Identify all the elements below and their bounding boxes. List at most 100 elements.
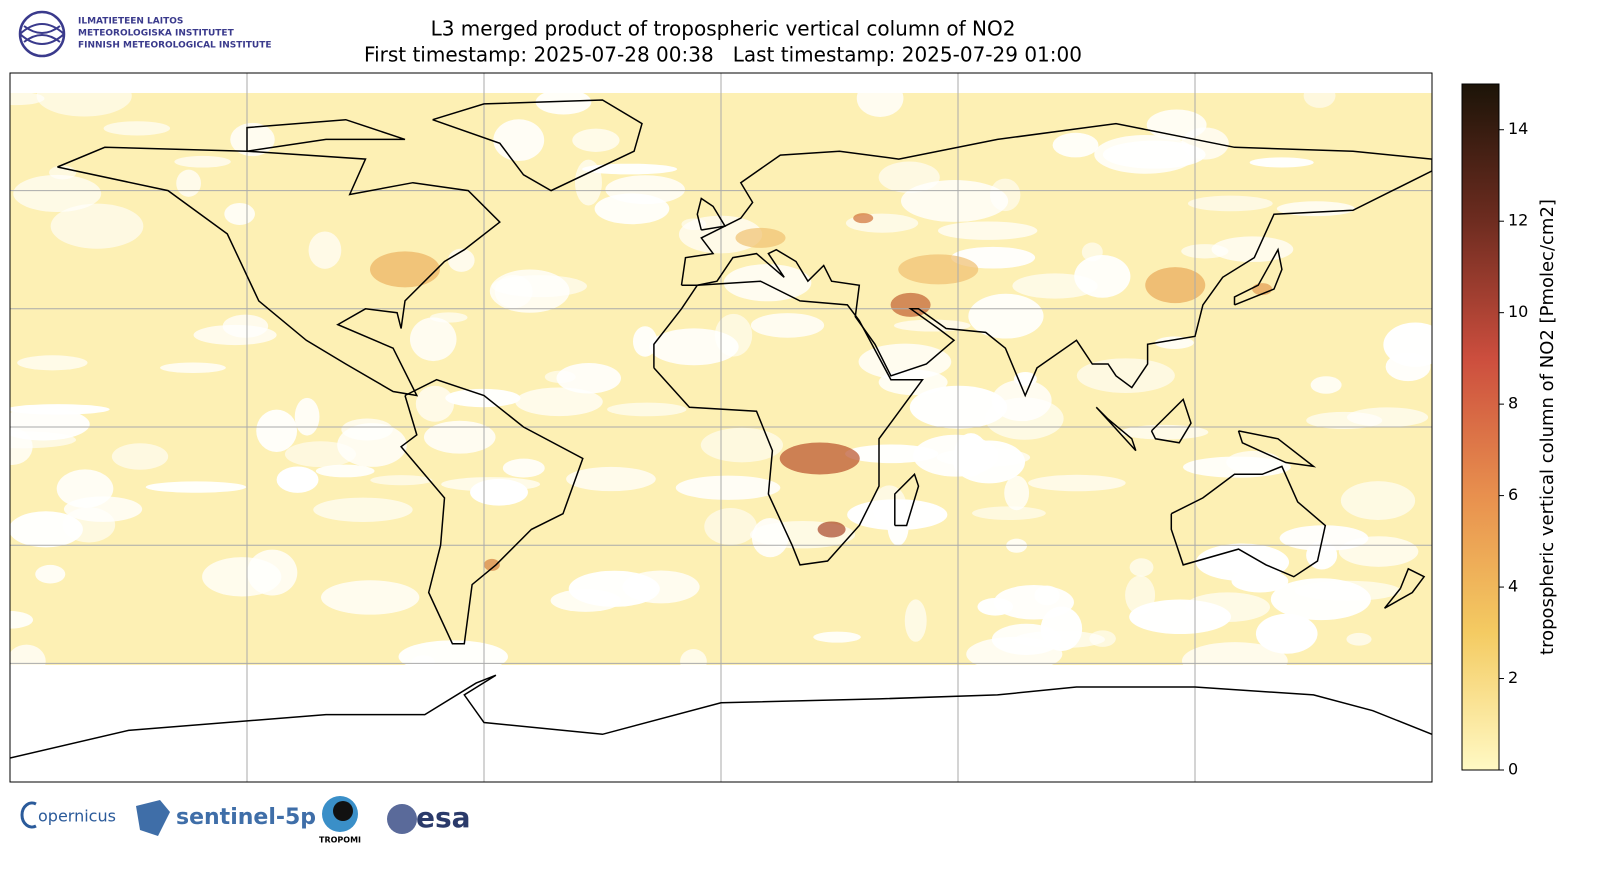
- cloud-gap: [1181, 642, 1288, 680]
- colorbar: [1461, 83, 1500, 771]
- cloud-gap: [1040, 606, 1083, 652]
- cloud-gap: [1184, 592, 1271, 623]
- logo-text: FINNISH METEOROLOGICAL INSTITUTE: [78, 41, 272, 51]
- cloud-gap: [370, 475, 433, 486]
- cloud-gap: [10, 644, 46, 678]
- cloud-gap: [1346, 632, 1372, 646]
- cloud-gap: [429, 312, 468, 323]
- hotspot: [735, 227, 786, 248]
- cloud-gap: [470, 478, 528, 506]
- cloud-gap: [1052, 132, 1099, 158]
- cloud-gap: [308, 231, 342, 269]
- cloud-gap: [10, 611, 34, 629]
- cloud-gap: [313, 497, 413, 522]
- coastline: [57, 146, 501, 397]
- cloud-gap: [1102, 140, 1206, 169]
- hotspot: [779, 442, 860, 475]
- cloud-gap: [937, 221, 1038, 240]
- footer-logos: opernicus sentinel-5p TROPOMI esa: [20, 796, 471, 845]
- cloud-gap: [493, 119, 545, 162]
- coastline: [894, 472, 920, 527]
- cloud-gap: [17, 355, 88, 371]
- colorbar-tick-label: 0: [1508, 760, 1518, 779]
- cloud-gap: [582, 163, 678, 175]
- cloud-gap: [10, 91, 45, 106]
- coastline: [246, 118, 406, 152]
- logo-copernicus: opernicus: [38, 807, 116, 826]
- cloud-gap: [515, 387, 603, 417]
- colorbar-tick-label: 4: [1508, 577, 1518, 596]
- cloud-gap: [494, 274, 533, 308]
- hotspot: [1145, 267, 1206, 304]
- cloud-gap: [276, 466, 319, 493]
- cloud-gap: [193, 324, 277, 346]
- cloud-gap: [649, 328, 739, 366]
- cloud-gap: [160, 362, 226, 373]
- cloud-gap: [544, 370, 576, 384]
- cloud-gap: [409, 317, 457, 362]
- cloud-gap: [1181, 244, 1229, 259]
- hotspot: [817, 521, 846, 538]
- cloud-gap: [813, 631, 861, 643]
- cloud-gap: [966, 636, 1063, 672]
- cloud-gap: [1338, 536, 1419, 567]
- cloud-gap: [572, 128, 620, 152]
- cloud-gap: [1340, 481, 1416, 521]
- cloud-gap: [247, 549, 298, 596]
- cloud-gap: [904, 599, 927, 642]
- cloud-gap: [1028, 474, 1126, 492]
- cloud-gap: [13, 174, 102, 213]
- cloud-gap: [856, 79, 904, 117]
- cloud-gap: [1183, 456, 1291, 478]
- cloud-gap: [1249, 157, 1314, 168]
- cloud-gap: [1385, 352, 1431, 382]
- logo-tropomi: TROPOMI: [319, 836, 361, 845]
- map-title: L3 merged product of tropospheric vertic…: [431, 17, 1016, 41]
- hotspot: [853, 213, 874, 224]
- cloud-gap: [1089, 630, 1116, 647]
- cloud-gap: [415, 385, 455, 422]
- cloud-gap: [704, 508, 757, 546]
- coastline: [653, 280, 924, 566]
- cloud-gap: [1076, 358, 1175, 393]
- cloud-gap: [953, 433, 988, 477]
- cloud-gap: [145, 481, 247, 493]
- logo-sentinel: sentinel-5p: [176, 805, 316, 830]
- cloud-gap: [294, 397, 320, 436]
- logo-text: METEOROLOGISKA INSTITUTET: [78, 29, 235, 39]
- map-subtitle: First timestamp: 2025-07-28 00:38 Last t…: [364, 43, 1082, 67]
- cloud-gap: [103, 121, 171, 136]
- coastline: [1095, 406, 1137, 452]
- cloud-gap: [750, 313, 825, 338]
- cloud-gap: [256, 409, 298, 452]
- logo-esa: esa: [416, 801, 471, 834]
- logo-text: ILMATIETEEN LAITOS: [78, 17, 183, 27]
- cloud-gap: [1310, 376, 1342, 394]
- cloud-gap: [566, 466, 656, 492]
- colorbar-tick-label: 12: [1508, 211, 1528, 230]
- cloud-gap: [680, 649, 707, 674]
- cloud-gap: [176, 169, 202, 197]
- colorbar-ticks: 0 2 4 6 8 10 12 14: [1499, 119, 1528, 779]
- cloud-gap: [502, 458, 545, 478]
- coastline: [1237, 430, 1317, 468]
- cloud-gap: [10, 404, 110, 415]
- coastlines: [10, 99, 1432, 759]
- fmi-logo: ILMATIETEEN LAITOS METEOROLOGISKA INSTIT…: [18, 10, 272, 58]
- colorbar-tick-label: 10: [1508, 302, 1528, 321]
- coastline: [680, 122, 1432, 398]
- cloud-gap: [1303, 83, 1336, 108]
- colorbar-label: tropospheric vertical column of NO2 [Pmo…: [1537, 199, 1558, 655]
- coastline: [1150, 398, 1192, 444]
- cloud-gap: [1006, 538, 1027, 553]
- cloud-gap: [111, 443, 169, 470]
- cloud-gap: [675, 475, 781, 500]
- cloud-gap: [845, 444, 939, 464]
- colorbar-tick-label: 8: [1508, 394, 1518, 413]
- cloud-gap: [445, 388, 521, 408]
- cloud-gap: [224, 202, 255, 225]
- cloud-gap: [858, 343, 952, 380]
- cloud-gap: [1129, 558, 1154, 577]
- cloud-gap: [423, 420, 496, 454]
